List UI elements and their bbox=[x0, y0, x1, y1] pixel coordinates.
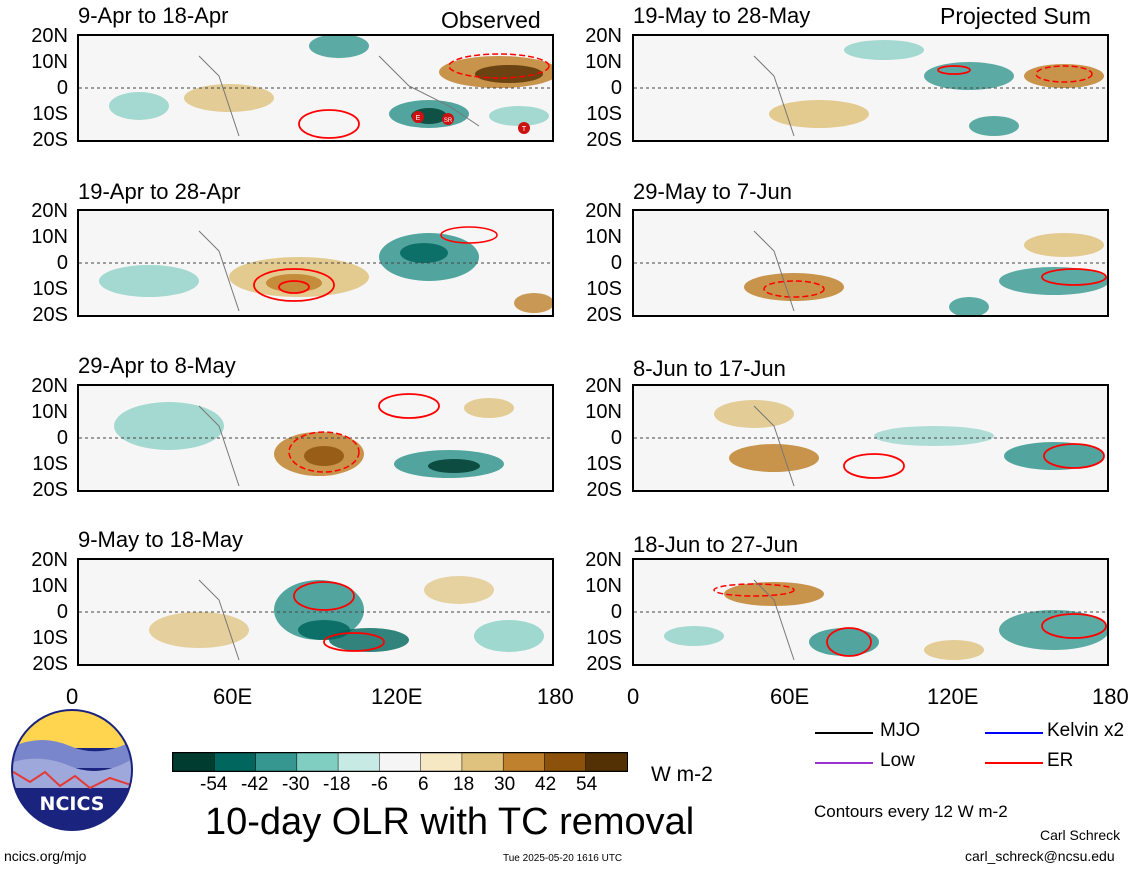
projected-sum-label: Projected Sum bbox=[940, 3, 1091, 29]
panel-title-right-4: 18-Jun to 27-Jun bbox=[633, 532, 799, 557]
ncics-logo: NCICS bbox=[10, 708, 134, 832]
colorbar-swatch bbox=[255, 752, 298, 772]
legend-label-mjo: MJO bbox=[880, 720, 921, 741]
olr-map-left-2 bbox=[77, 209, 554, 317]
panel-title-left-2: 19-Apr to 28-Apr bbox=[78, 179, 241, 204]
svg-text:E: E bbox=[416, 115, 421, 122]
colorbar-swatch bbox=[502, 752, 546, 772]
colorbar-tick: 18 bbox=[453, 774, 475, 795]
colorbar-swatch bbox=[379, 752, 422, 772]
footer-timestamp: Tue 2025-05-20 1616 UTC bbox=[503, 853, 623, 864]
olr-map-left-1: E SR T bbox=[77, 34, 554, 142]
olr-map-right-3 bbox=[632, 384, 1109, 492]
footer-url[interactable]: ncics.org/mjo bbox=[4, 848, 87, 864]
tc-marker-t bbox=[518, 122, 530, 134]
olr-map-left-3 bbox=[77, 384, 554, 492]
colorbar-tick: 6 bbox=[418, 774, 429, 795]
colorbar-unit: W m-2 bbox=[651, 763, 713, 786]
panel-title-left-1: 9-Apr to 18-Apr bbox=[78, 3, 229, 28]
logo-text: NCICS bbox=[40, 793, 105, 815]
svg-text:T: T bbox=[522, 126, 527, 133]
panel-title-right-2: 29-May to 7-Jun bbox=[633, 179, 792, 204]
colorbar-swatch bbox=[172, 752, 216, 772]
legend-label-kelvin: Kelvin x2 bbox=[1047, 720, 1125, 741]
colorbar-swatch bbox=[585, 752, 628, 772]
colorbar-tick: -54 bbox=[200, 774, 228, 795]
colorbar bbox=[172, 752, 628, 772]
legend-line-er bbox=[985, 762, 1043, 764]
colorbar-swatch bbox=[214, 752, 257, 772]
colorbar-swatch bbox=[337, 752, 381, 772]
colorbar-tick: 30 bbox=[494, 774, 516, 795]
colorbar-swatch bbox=[296, 752, 339, 772]
tc-marker-e bbox=[412, 111, 424, 123]
svg-text:SR: SR bbox=[444, 118, 453, 124]
panel-title-right-1: 19-May to 28-May bbox=[633, 3, 811, 28]
colorbar-tick: -42 bbox=[241, 774, 269, 795]
colorbar-tick: 42 bbox=[535, 774, 557, 795]
main-title: 10-day OLR with TC removal bbox=[205, 801, 695, 843]
colorbar-tick: 54 bbox=[576, 774, 598, 795]
footer-email[interactable]: carl_schreck@ncsu.edu bbox=[965, 848, 1115, 864]
panel-title-left-4: 9-May to 18-May bbox=[78, 527, 244, 552]
legend-line-kelvin bbox=[985, 732, 1043, 734]
tc-marker-sr bbox=[442, 113, 454, 125]
olr-map-right-2 bbox=[632, 209, 1109, 317]
olr-map-left-4 bbox=[77, 558, 554, 666]
contour-note: Contours every 12 W m-2 bbox=[814, 802, 1008, 821]
olr-map-right-1 bbox=[632, 34, 1109, 142]
colorbar-tick: -6 bbox=[371, 774, 388, 795]
colorbar-ticks: -54 -42 -30 -18 -6 6 18 30 42 54 bbox=[172, 774, 628, 798]
legend-label-er: ER bbox=[1047, 750, 1074, 771]
legend-label-low: Low bbox=[880, 750, 915, 771]
colorbar-swatch bbox=[544, 752, 587, 772]
legend-line-low bbox=[815, 762, 873, 764]
colorbar-tick: -18 bbox=[323, 774, 351, 795]
colorbar-swatch bbox=[461, 752, 504, 772]
legend-line-mjo bbox=[815, 732, 873, 734]
olr-map-right-4 bbox=[632, 558, 1109, 666]
footer-author: Carl Schreck bbox=[1040, 827, 1121, 843]
panel-title-right-3: 8-Jun to 17-Jun bbox=[633, 356, 786, 381]
colorbar-tick: -30 bbox=[282, 774, 310, 795]
colorbar-swatches bbox=[172, 752, 628, 772]
observed-label: Observed bbox=[441, 7, 541, 33]
colorbar-swatch bbox=[420, 752, 463, 772]
panel-title-left-3: 29-Apr to 8-May bbox=[78, 353, 236, 378]
